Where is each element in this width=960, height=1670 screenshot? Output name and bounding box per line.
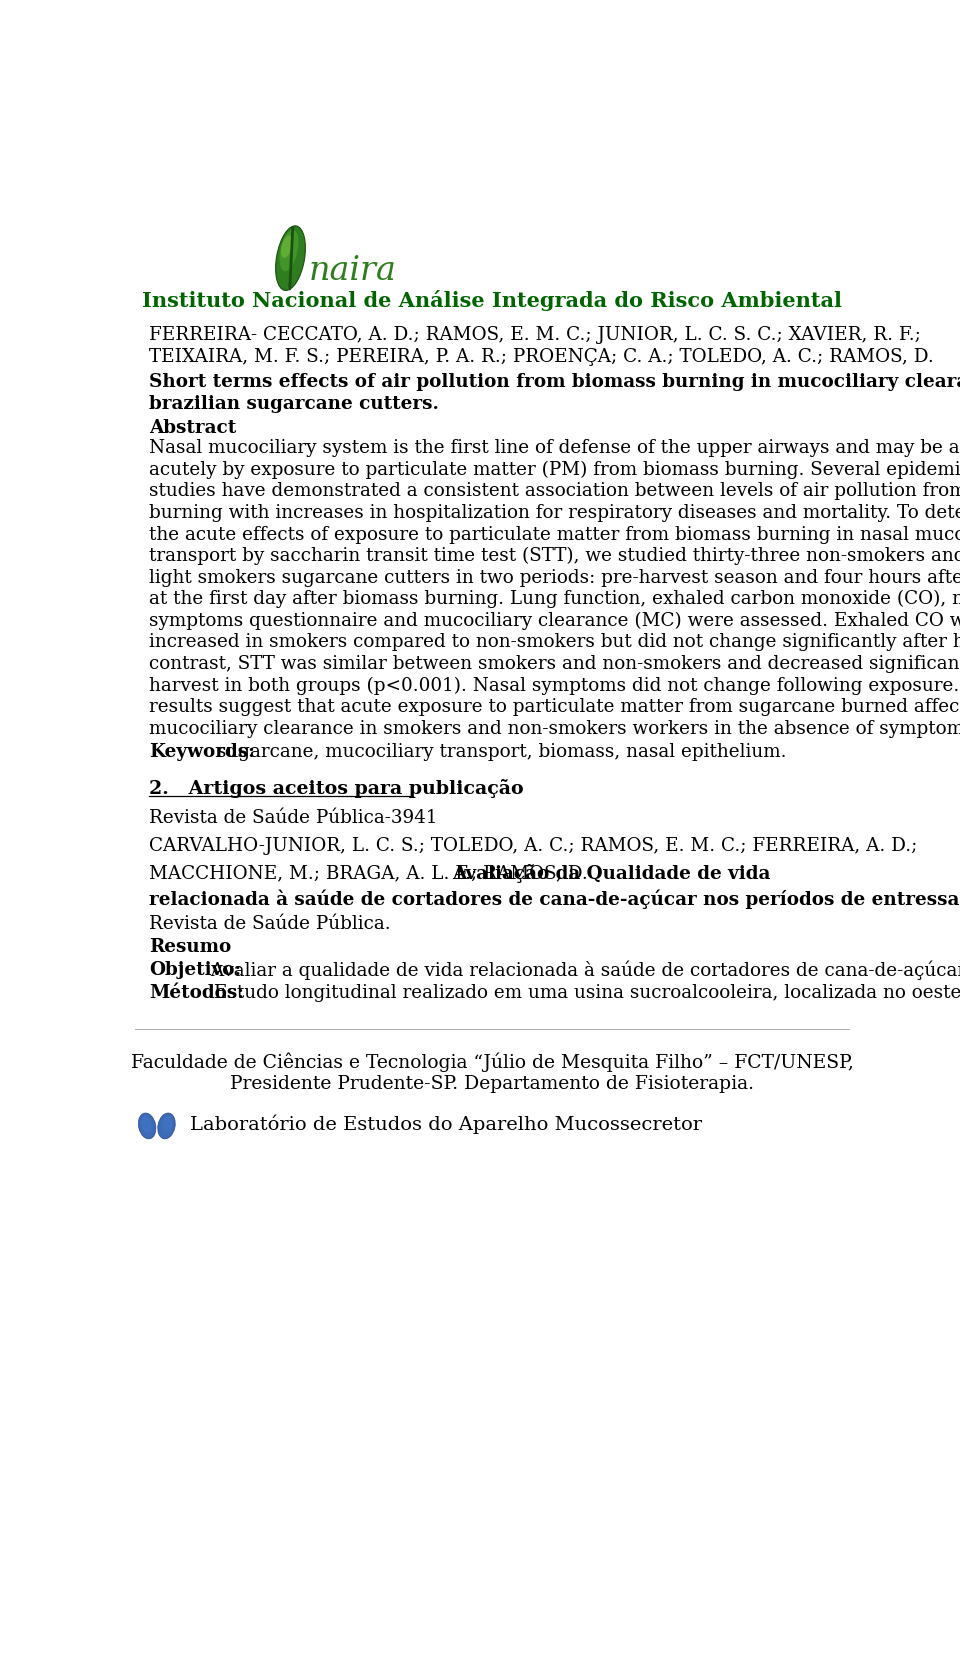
Text: contrast, STT was similar between smokers and non-smokers and decreased signific: contrast, STT was similar between smoker… [150, 655, 960, 673]
Text: Instituto Nacional de Análise Integrada do Risco Ambiental: Instituto Nacional de Análise Integrada … [142, 291, 842, 311]
Ellipse shape [281, 235, 292, 257]
Text: increased in smokers compared to non-smokers but did not change significantly af: increased in smokers compared to non-smo… [150, 633, 960, 651]
Text: harvest in both groups (p<0.001). Nasal symptoms did not change following exposu: harvest in both groups (p<0.001). Nasal … [150, 676, 960, 695]
Text: symptoms questionnaire and mucociliary clearance (MC) were assessed. Exhaled CO : symptoms questionnaire and mucociliary c… [150, 611, 960, 630]
Text: Laboratório de Estudos do Aparelho Mucossecretor: Laboratório de Estudos do Aparelho Mucos… [190, 1114, 702, 1134]
Text: light smokers sugarcane cutters in two periods: pre-harvest season and four hour: light smokers sugarcane cutters in two p… [150, 569, 960, 586]
Text: brazilian sugarcane cutters.: brazilian sugarcane cutters. [150, 394, 440, 412]
Ellipse shape [138, 1112, 156, 1139]
Text: Faculdade de Ciências e Tecnologia “Júlio de Mesquita Filho” – FCT/UNESP,: Faculdade de Ciências e Tecnologia “Júli… [131, 1052, 853, 1072]
Text: sugarcane, mucociliary transport, biomass, nasal epithelium.: sugarcane, mucociliary transport, biomas… [211, 743, 787, 762]
Ellipse shape [157, 1112, 176, 1139]
Text: MACCHIONE, M.; BRAGA, A. L. F.; RAMOS, D.: MACCHIONE, M.; BRAGA, A. L. F.; RAMOS, D… [150, 865, 594, 882]
Ellipse shape [141, 1116, 152, 1132]
Text: burning with increases in hospitalization for respiratory diseases and mortality: burning with increases in hospitalizatio… [150, 504, 960, 523]
Text: Estudo longitudinal realizado em uma usina sucroalcooleira, localizada no oeste : Estudo longitudinal realizado em uma usi… [207, 985, 960, 1002]
Text: Revista de Saúde Pública.: Revista de Saúde Pública. [150, 915, 391, 934]
Text: Métodos:: Métodos: [150, 985, 245, 1002]
Text: Resumo: Resumo [150, 939, 231, 957]
Text: Objetivo:: Objetivo: [150, 962, 242, 979]
Text: 2.   Artigos aceitos para publicação: 2. Artigos aceitos para publicação [150, 780, 524, 798]
Text: the acute effects of exposure to particulate matter from biomass burning in nasa: the acute effects of exposure to particu… [150, 526, 960, 543]
Ellipse shape [276, 225, 305, 291]
Text: CARVALHO-JUNIOR, L. C. S.; TOLEDO, A. C.; RAMOS, E. M. C.; FERREIRA, A. D.;: CARVALHO-JUNIOR, L. C. S.; TOLEDO, A. C.… [150, 837, 918, 855]
Text: Abstract: Abstract [150, 419, 237, 438]
Text: TEIXAIRA, M. F. S.; PEREIRA, P. A. R.; PROENÇA; C. A.; TOLEDO, A. C.; RAMOS, D.: TEIXAIRA, M. F. S.; PEREIRA, P. A. R.; P… [150, 347, 934, 366]
Text: relacionada à saúde de cortadores de cana-de-açúcar nos períodos de entressafra : relacionada à saúde de cortadores de can… [150, 888, 960, 908]
Text: results suggest that acute exposure to particulate matter from sugarcane burned : results suggest that acute exposure to p… [150, 698, 960, 716]
Text: naira: naira [308, 256, 396, 287]
Text: Short terms effects of air pollution from biomass burning in mucociliary clearan: Short terms effects of air pollution fro… [150, 372, 960, 391]
Text: at the first day after biomass burning. Lung function, exhaled carbon monoxide (: at the first day after biomass burning. … [150, 590, 960, 608]
Text: FERREIRA- CECCATO, A. D.; RAMOS, E. M. C.; JUNIOR, L. C. S. C.; XAVIER, R. F.;: FERREIRA- CECCATO, A. D.; RAMOS, E. M. C… [150, 326, 922, 344]
Text: mucociliary clearance in smokers and non-smokers workers in the absence of sympt: mucociliary clearance in smokers and non… [150, 720, 960, 738]
Text: Revista de Saúde Pública-3941: Revista de Saúde Pública-3941 [150, 808, 438, 827]
Text: studies have demonstrated a consistent association between levels of air polluti: studies have demonstrated a consistent a… [150, 483, 960, 501]
Text: Nasal mucociliary system is the first line of defense of the upper airways and m: Nasal mucociliary system is the first li… [150, 439, 960, 458]
Text: Avaliação da Qualidade de vida: Avaliação da Qualidade de vida [452, 863, 770, 883]
Ellipse shape [279, 230, 299, 271]
Ellipse shape [162, 1116, 173, 1132]
Text: acutely by exposure to particulate matter (PM) from biomass burning. Several epi: acutely by exposure to particulate matte… [150, 461, 960, 479]
Text: transport by saccharin transit time test (STT), we studied thirty-three non-smok: transport by saccharin transit time test… [150, 548, 960, 564]
Text: Avaliar a qualidade de vida relacionada à saúde de cortadores de cana-de-açúcar.: Avaliar a qualidade de vida relacionada … [205, 960, 960, 980]
Text: Presidente Prudente-SP. Departamento de Fisioterapia.: Presidente Prudente-SP. Departamento de … [230, 1074, 754, 1092]
Text: Keywords:: Keywords: [150, 743, 255, 762]
